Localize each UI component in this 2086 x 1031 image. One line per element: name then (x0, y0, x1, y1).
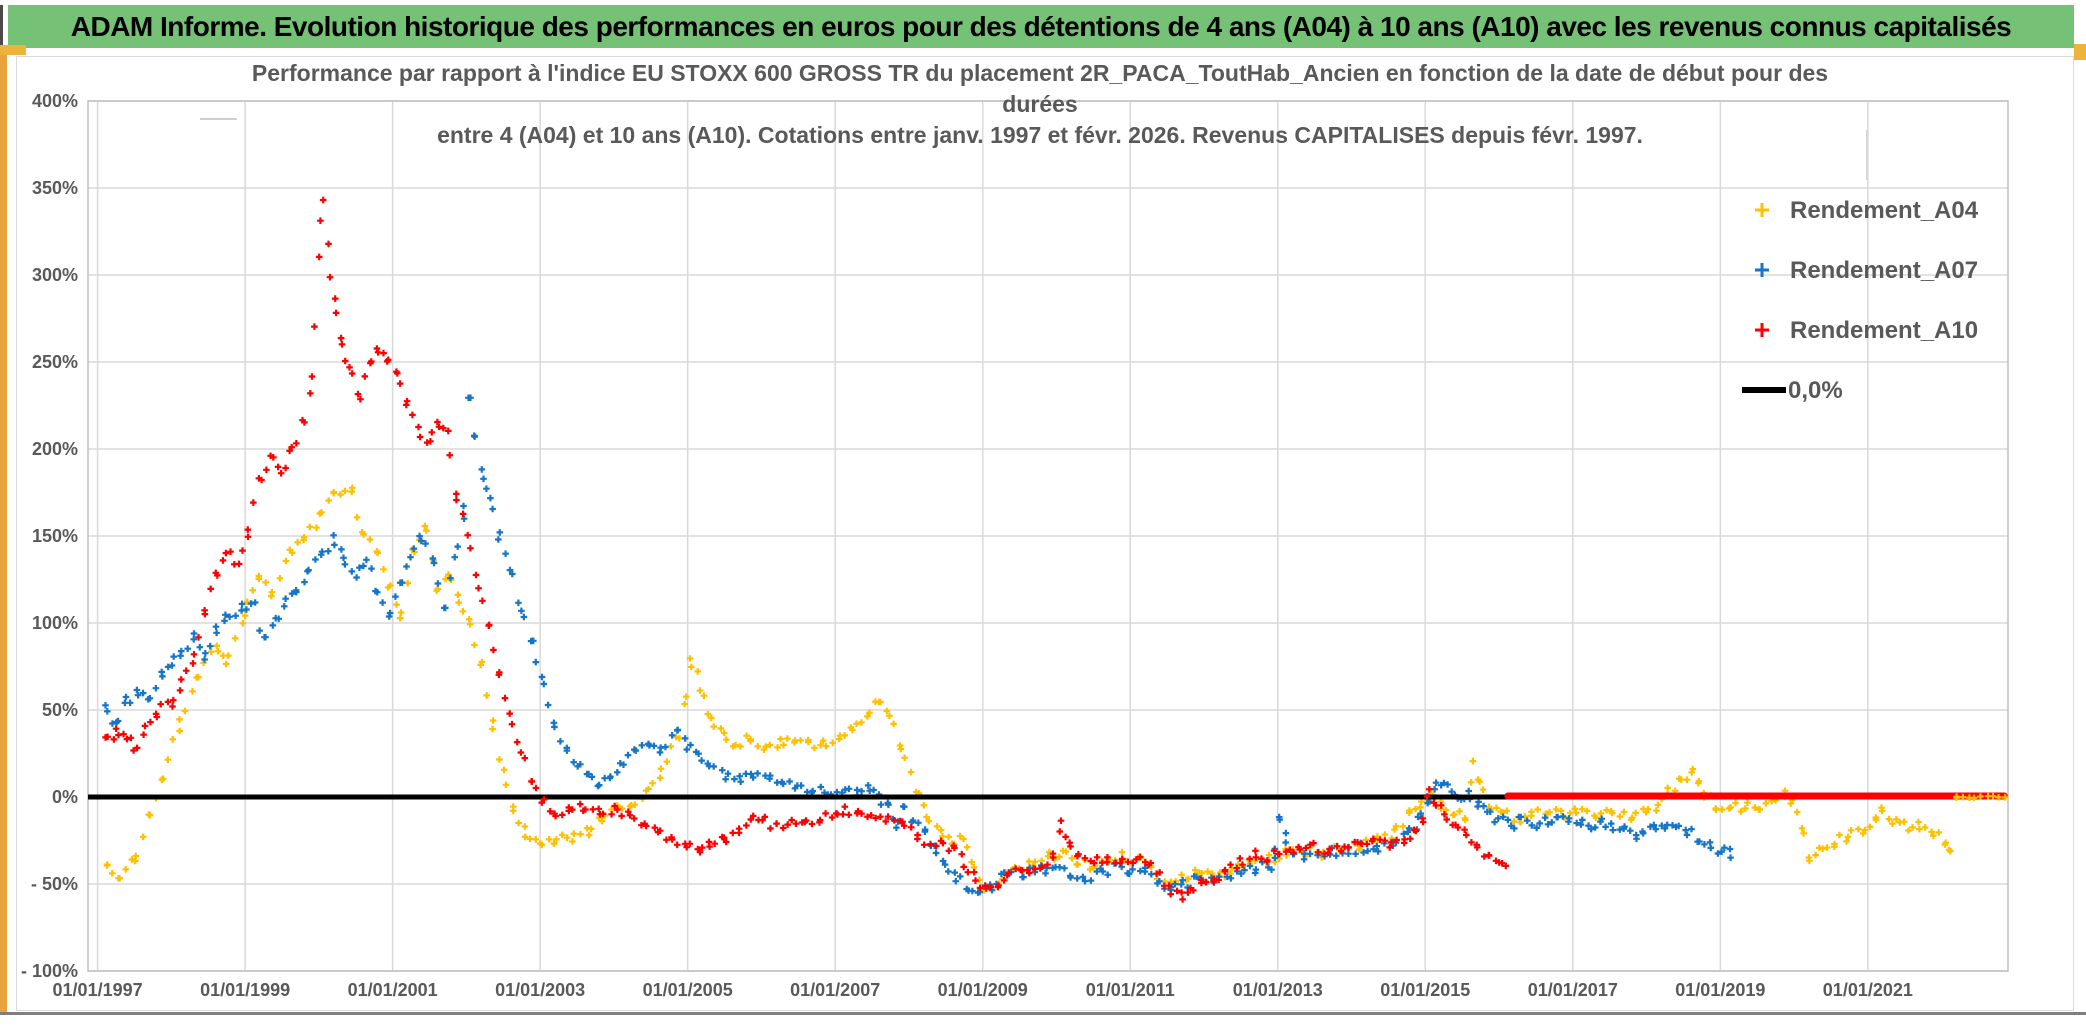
legend-marker-a07 (1755, 263, 1769, 277)
x-tick-label: 01/01/2005 (643, 980, 733, 1000)
selection-artifacts (200, 118, 1868, 180)
x-tick-label: 01/01/1999 (200, 980, 290, 1000)
gold-handle-top-left (0, 45, 26, 55)
scatter-markers-Rendement_A04 (103, 484, 1954, 894)
y-tick-label: 350% (32, 178, 78, 198)
legend-marker-a10 (1755, 323, 1769, 337)
title-banner: ADAM Informe. Evolution historique des p… (8, 5, 2074, 48)
y-tick-label: 400% (32, 91, 78, 111)
legend-marker-a04 (1755, 203, 1769, 217)
legend: Rendement_A04 Rendement_A07 Rendement_A1… (1742, 197, 1979, 404)
y-tick-label: 50% (42, 700, 78, 720)
chart-title-line-3: entre 4 (A04) et 10 ans (A10). Cotations… (437, 122, 1643, 148)
x-tick-label: 01/01/2013 (1233, 980, 1323, 1000)
x-tick-label: 01/01/2003 (495, 980, 585, 1000)
legend-label-zero-line: 0,0% (1788, 377, 1843, 404)
bottom-window-edge (0, 1012, 2086, 1015)
y-tick-label: - 50% (31, 874, 78, 894)
legend-label-a07: Rendement_A07 (1790, 257, 1978, 284)
y-tick-label: 300% (32, 265, 78, 285)
a04-zero-flat-tail (1953, 792, 2009, 802)
gridlines (88, 100, 2008, 972)
y-tick-label: - 100% (21, 961, 78, 981)
x-tick-label: 01/01/2001 (348, 980, 438, 1000)
x-tick-label: 01/01/2021 (1823, 980, 1913, 1000)
series-rendement-a07 (102, 394, 1734, 896)
gold-handle-top-right (2074, 44, 2086, 60)
y-tick-label: 100% (32, 613, 78, 633)
scatter-markers-Rendement_A07 (102, 394, 1734, 896)
x-tick-label: 01/01/1997 (53, 980, 143, 1000)
x-tick-label: 01/01/2007 (790, 980, 880, 1000)
page-title: ADAM Informe. Evolution historique des p… (70, 10, 2012, 42)
x-tick-label: 01/01/2009 (938, 980, 1028, 1000)
y-tick-label: 250% (32, 352, 78, 372)
x-tick-label: 01/01/2011 (1086, 980, 1175, 1000)
x-tick-label: 01/01/2019 (1675, 980, 1765, 1000)
chart-title-line-1: Performance par rapport à l'indice EU ST… (252, 60, 1828, 86)
legend-label-a10: Rendement_A10 (1790, 317, 1978, 344)
chart-title: Performance par rapport à l'indice EU ST… (252, 60, 1828, 148)
y-tick-label: 0% (52, 787, 78, 807)
scatter-markers-Rendement_A10 (102, 196, 1510, 903)
plot-border (87, 100, 2009, 972)
a04-zero-segment (1953, 792, 2009, 802)
legend-label-a04: Rendement_A04 (1790, 197, 1979, 224)
chart-title-line-2: durées (1002, 91, 1077, 117)
y-tick-label: 150% (32, 526, 78, 546)
series-rendement-a10 (102, 196, 1510, 903)
x-tick-label: 01/01/2015 (1380, 980, 1470, 1000)
plot-area-border (87, 100, 2009, 972)
left-gold-strip (0, 45, 7, 1012)
x-axis-labels: 01/01/1997 01/01/1999 01/01/2001 01/01/2003… (53, 980, 1913, 1000)
y-axis-labels: 400% 350% 300% 250% 200% 150% 100% 50% 0% - 50% - … (21, 91, 78, 981)
window-left-edge (0, 5, 3, 48)
y-tick-label: 200% (32, 439, 78, 459)
series-rendement-a04 (103, 484, 1954, 894)
x-tick-label: 01/01/2017 (1528, 980, 1618, 1000)
